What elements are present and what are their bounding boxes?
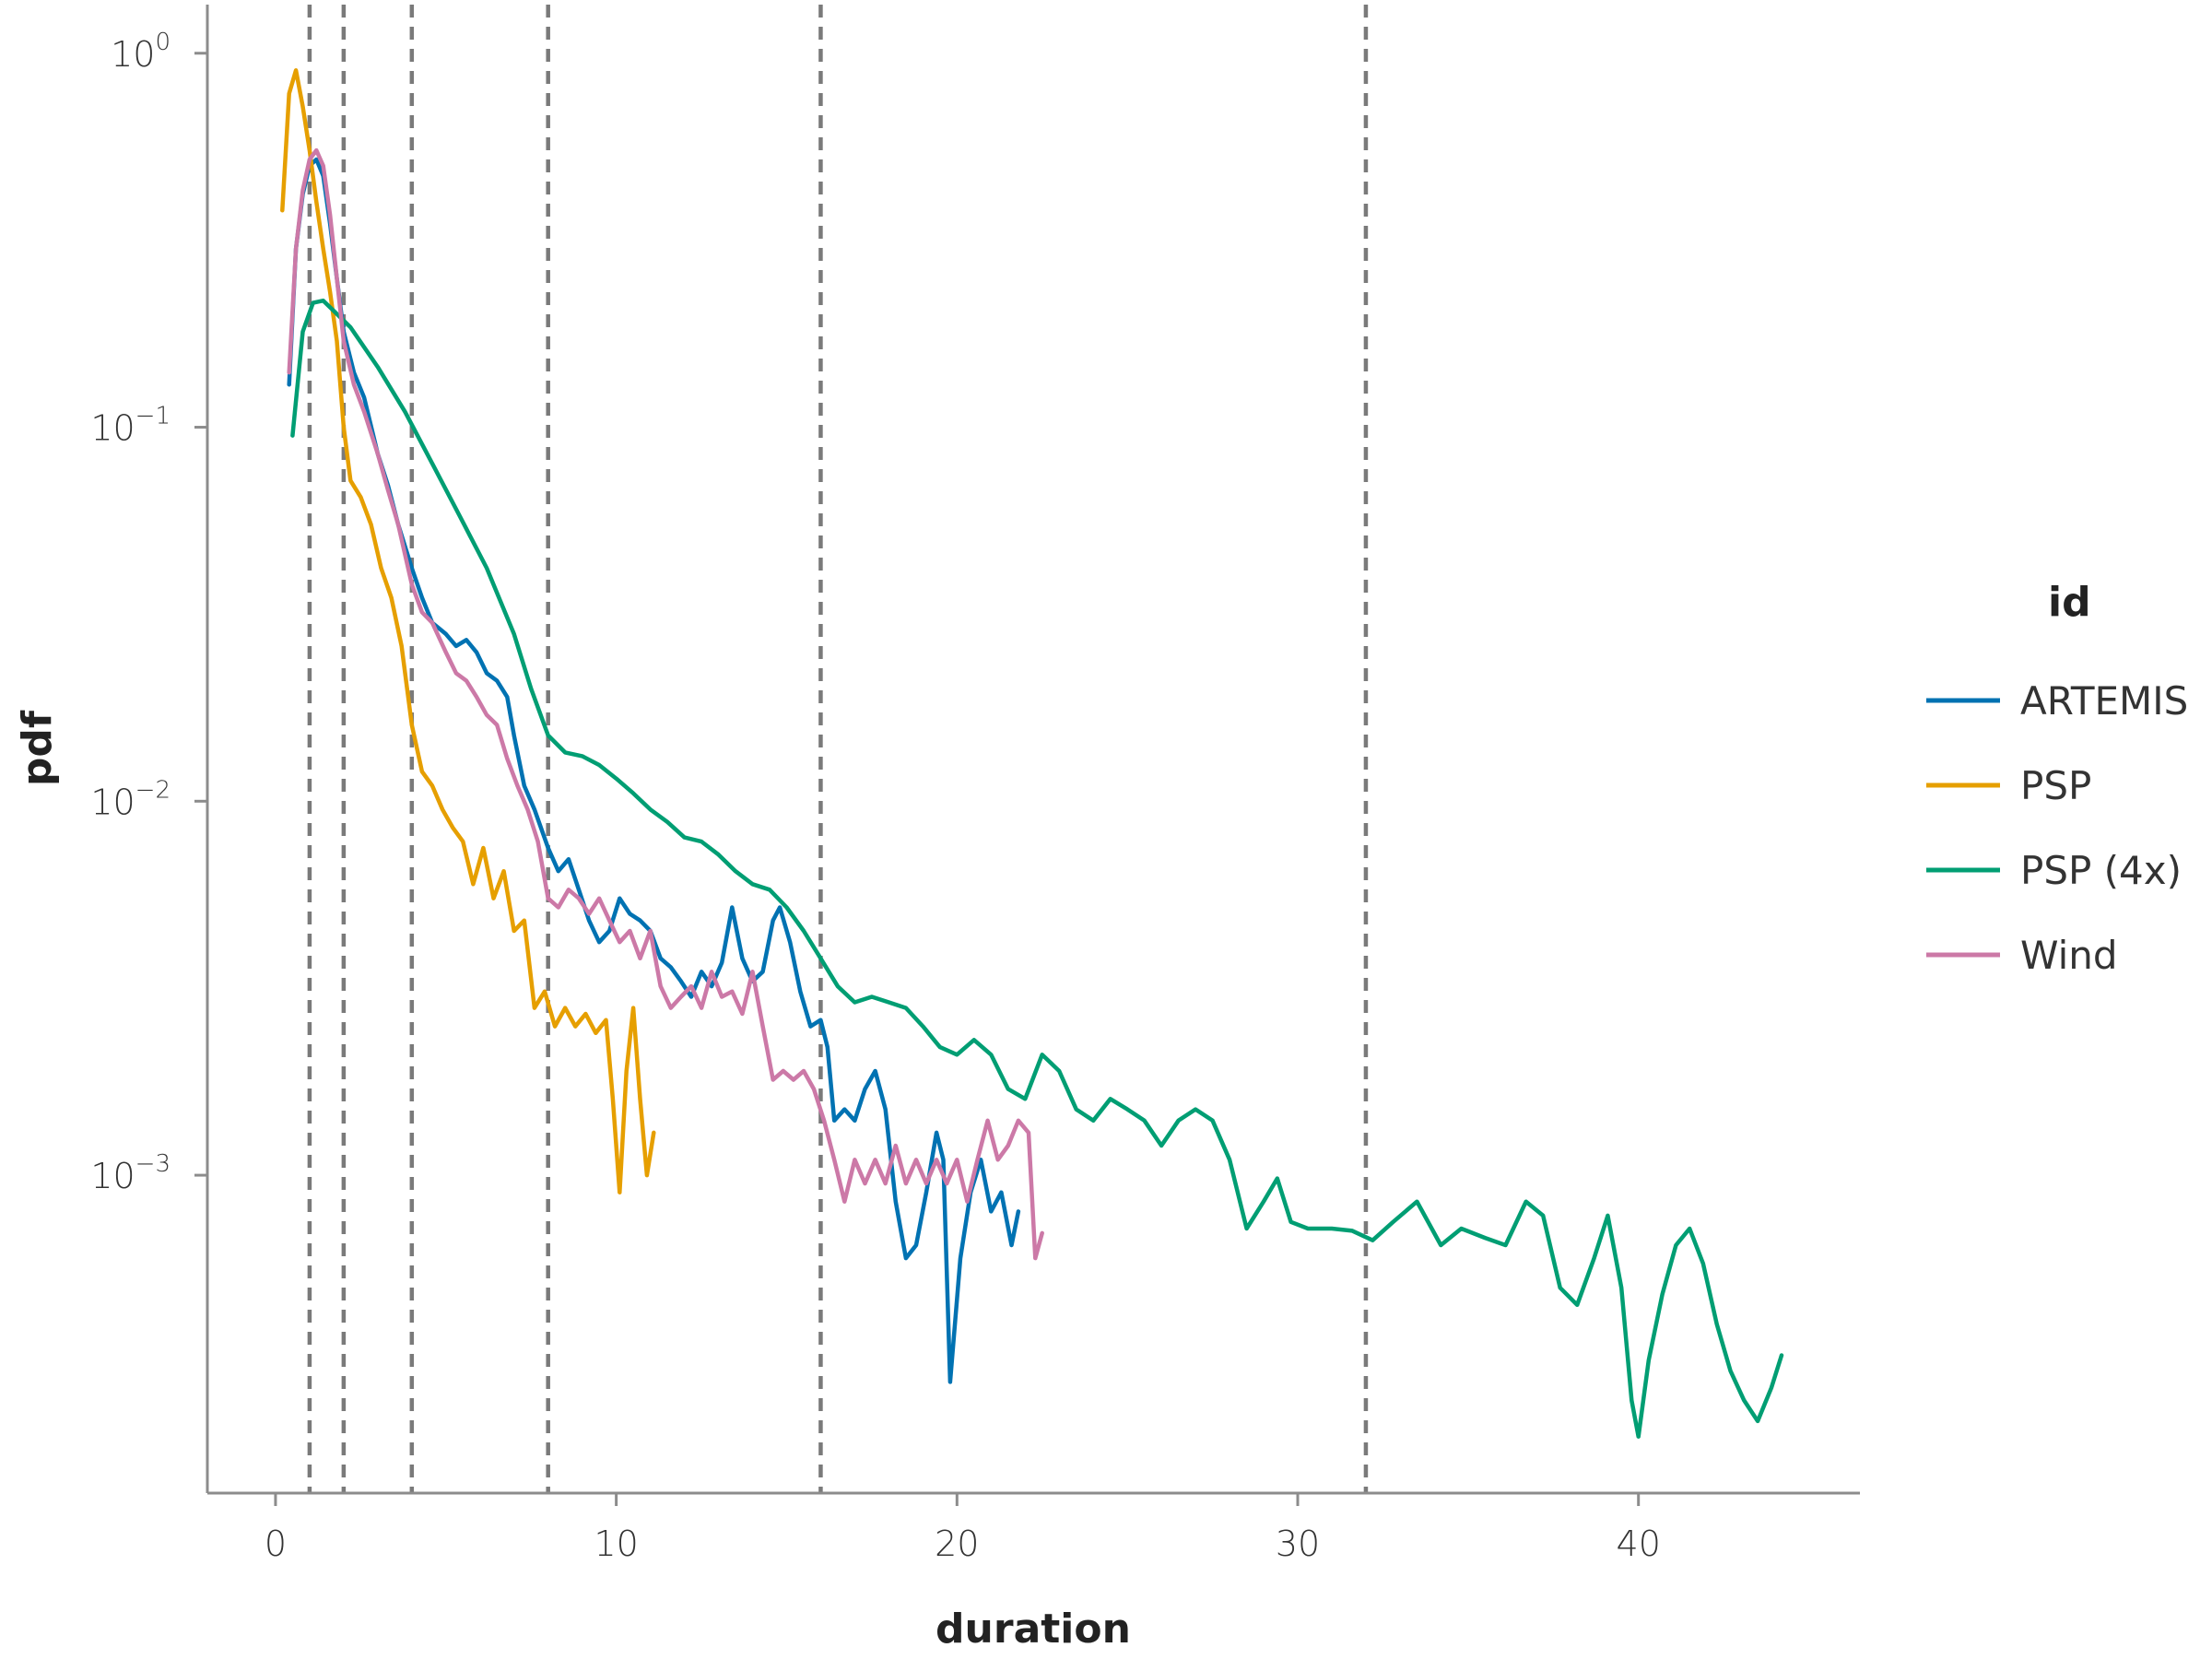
x-tick-label: 40: [1617, 1524, 1661, 1564]
legend-label-psp-4x: PSP (4x): [2020, 848, 2182, 893]
y-tick-label: 100: [111, 29, 171, 75]
y-axis-title: pdf: [14, 710, 61, 786]
x-tick-label: 30: [1276, 1524, 1320, 1564]
legend: id ARTEMIS PSP PSP (4x) Wind: [1926, 579, 2188, 978]
legend-label-wind: Wind: [2020, 933, 2118, 978]
x-tick-label: 10: [594, 1524, 638, 1564]
y-tick-label: 10−1: [90, 403, 171, 449]
y-tick-label: 10−3: [90, 1150, 171, 1196]
series-line-psp-4x: [290, 298, 1784, 1439]
reference-lines: [307, 5, 1369, 1493]
series-line-artemis: [287, 157, 1021, 1384]
y-ticks: 100 10−1 10−2 10−3: [90, 29, 207, 1196]
x-ticks: 0 10 20 30 40: [265, 1493, 1661, 1564]
x-axis-title: duration: [935, 1606, 1131, 1653]
x-tick-label: 20: [935, 1524, 979, 1564]
y-tick-label: 10−2: [90, 776, 171, 822]
x-tick-label: 0: [265, 1524, 287, 1564]
legend-title: id: [2048, 579, 2091, 626]
legend-label-artemis: ARTEMIS: [2020, 678, 2188, 724]
series-layer: [280, 68, 1784, 1439]
legend-label-psp: PSP: [2020, 763, 2091, 808]
series-line-psp: [280, 68, 656, 1194]
axes: [206, 5, 1860, 1495]
series-line-wind: [287, 147, 1044, 1261]
